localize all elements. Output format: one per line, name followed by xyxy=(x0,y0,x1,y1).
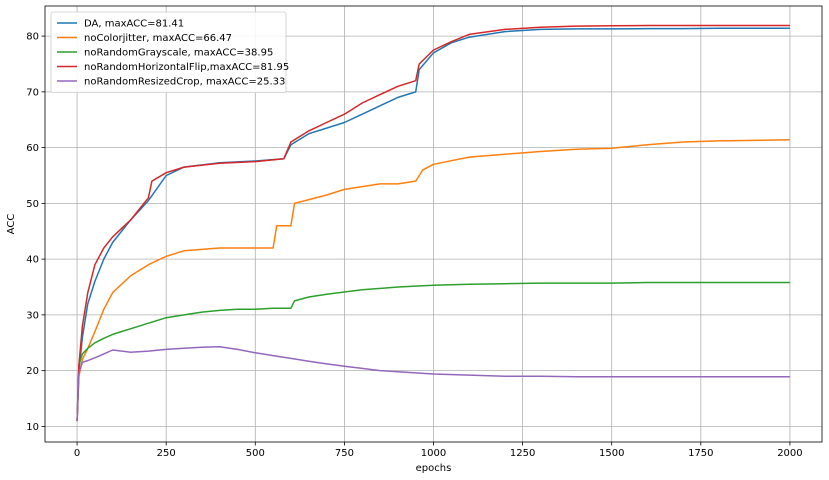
legend-label: noRandomHorizontalFlip,maxACC=81.95 xyxy=(84,62,289,73)
x-tick-label: 1000 xyxy=(421,448,446,459)
y-tick-label: 30 xyxy=(26,310,39,321)
series-line-4 xyxy=(76,345,790,421)
x-tick-label: 1500 xyxy=(599,448,624,459)
series-lines xyxy=(76,24,790,421)
x-tick-label: 1250 xyxy=(510,448,535,459)
y-tick-label: 70 xyxy=(26,87,39,98)
y-tick-label: 40 xyxy=(26,255,39,266)
x-axis-label: epochs xyxy=(416,463,452,474)
x-tick-label: 500 xyxy=(246,448,265,459)
y-tick-label: 20 xyxy=(26,366,39,377)
legend: DA, maxACC=81.41 noColorjitter, maxACC=66… xyxy=(50,11,289,93)
x-tick-label: 750 xyxy=(335,448,354,459)
series-line-0 xyxy=(76,27,790,421)
legend-label: noRandomResizedCrop, maxACC=25.33 xyxy=(84,77,285,88)
x-tick-label: 0 xyxy=(74,448,80,459)
y-tick-label: 60 xyxy=(26,143,39,154)
series-line-2 xyxy=(76,281,790,421)
x-tick-label: 2000 xyxy=(777,448,802,459)
y-tick-label: 10 xyxy=(26,422,39,433)
grid-lines xyxy=(45,6,822,442)
y-axis-label: ACC xyxy=(6,214,17,235)
legend-box xyxy=(50,11,287,93)
series-line-1 xyxy=(76,139,790,421)
x-tick-label: 1750 xyxy=(688,448,713,459)
y-axis-ticks: 10 20 30 40 50 60 70 80 xyxy=(26,32,45,433)
legend-label: noColorjitter, maxACC=66.47 xyxy=(84,33,232,44)
y-tick-label: 50 xyxy=(26,199,39,210)
y-tick-label: 80 xyxy=(26,32,39,43)
x-axis-ticks: 0 250 500 750 1000 1250 1500 1750 2000 xyxy=(74,442,803,459)
series-line-3 xyxy=(76,24,790,421)
legend-label: noRandomGrayscale, maxACC=38.95 xyxy=(84,48,273,59)
x-tick-label: 250 xyxy=(157,448,176,459)
legend-label: DA, maxACC=81.41 xyxy=(84,19,184,30)
